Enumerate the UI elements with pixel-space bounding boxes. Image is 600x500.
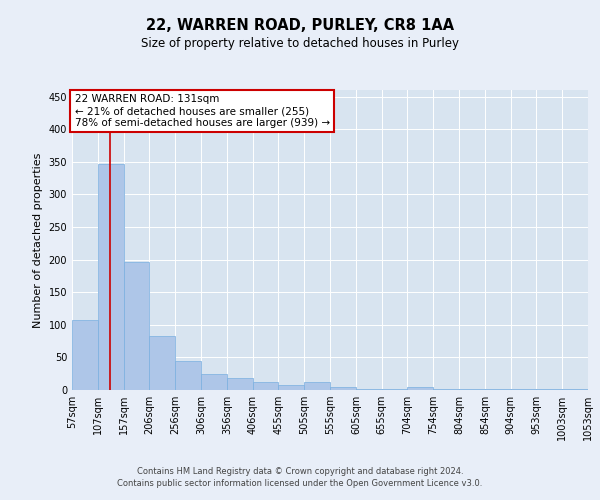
Bar — [227, 378, 253, 390]
Text: Size of property relative to detached houses in Purley: Size of property relative to detached ho… — [141, 38, 459, 51]
Bar — [72, 320, 98, 390]
Text: Contains public sector information licensed under the Open Government Licence v3: Contains public sector information licen… — [118, 478, 482, 488]
Bar — [98, 164, 124, 390]
Text: Contains HM Land Registry data © Crown copyright and database right 2024.: Contains HM Land Registry data © Crown c… — [137, 467, 463, 476]
Bar — [253, 382, 278, 390]
Bar — [304, 382, 330, 390]
Bar — [278, 385, 304, 390]
Text: 22, WARREN ROAD, PURLEY, CR8 1AA: 22, WARREN ROAD, PURLEY, CR8 1AA — [146, 18, 454, 32]
Bar — [201, 374, 227, 390]
Bar — [407, 386, 433, 390]
Text: 22 WARREN ROAD: 131sqm
← 21% of detached houses are smaller (255)
78% of semi-de: 22 WARREN ROAD: 131sqm ← 21% of detached… — [74, 94, 330, 128]
Bar — [124, 262, 149, 390]
Bar — [175, 362, 201, 390]
Bar — [330, 386, 356, 390]
Y-axis label: Number of detached properties: Number of detached properties — [33, 152, 43, 328]
Bar — [149, 336, 175, 390]
